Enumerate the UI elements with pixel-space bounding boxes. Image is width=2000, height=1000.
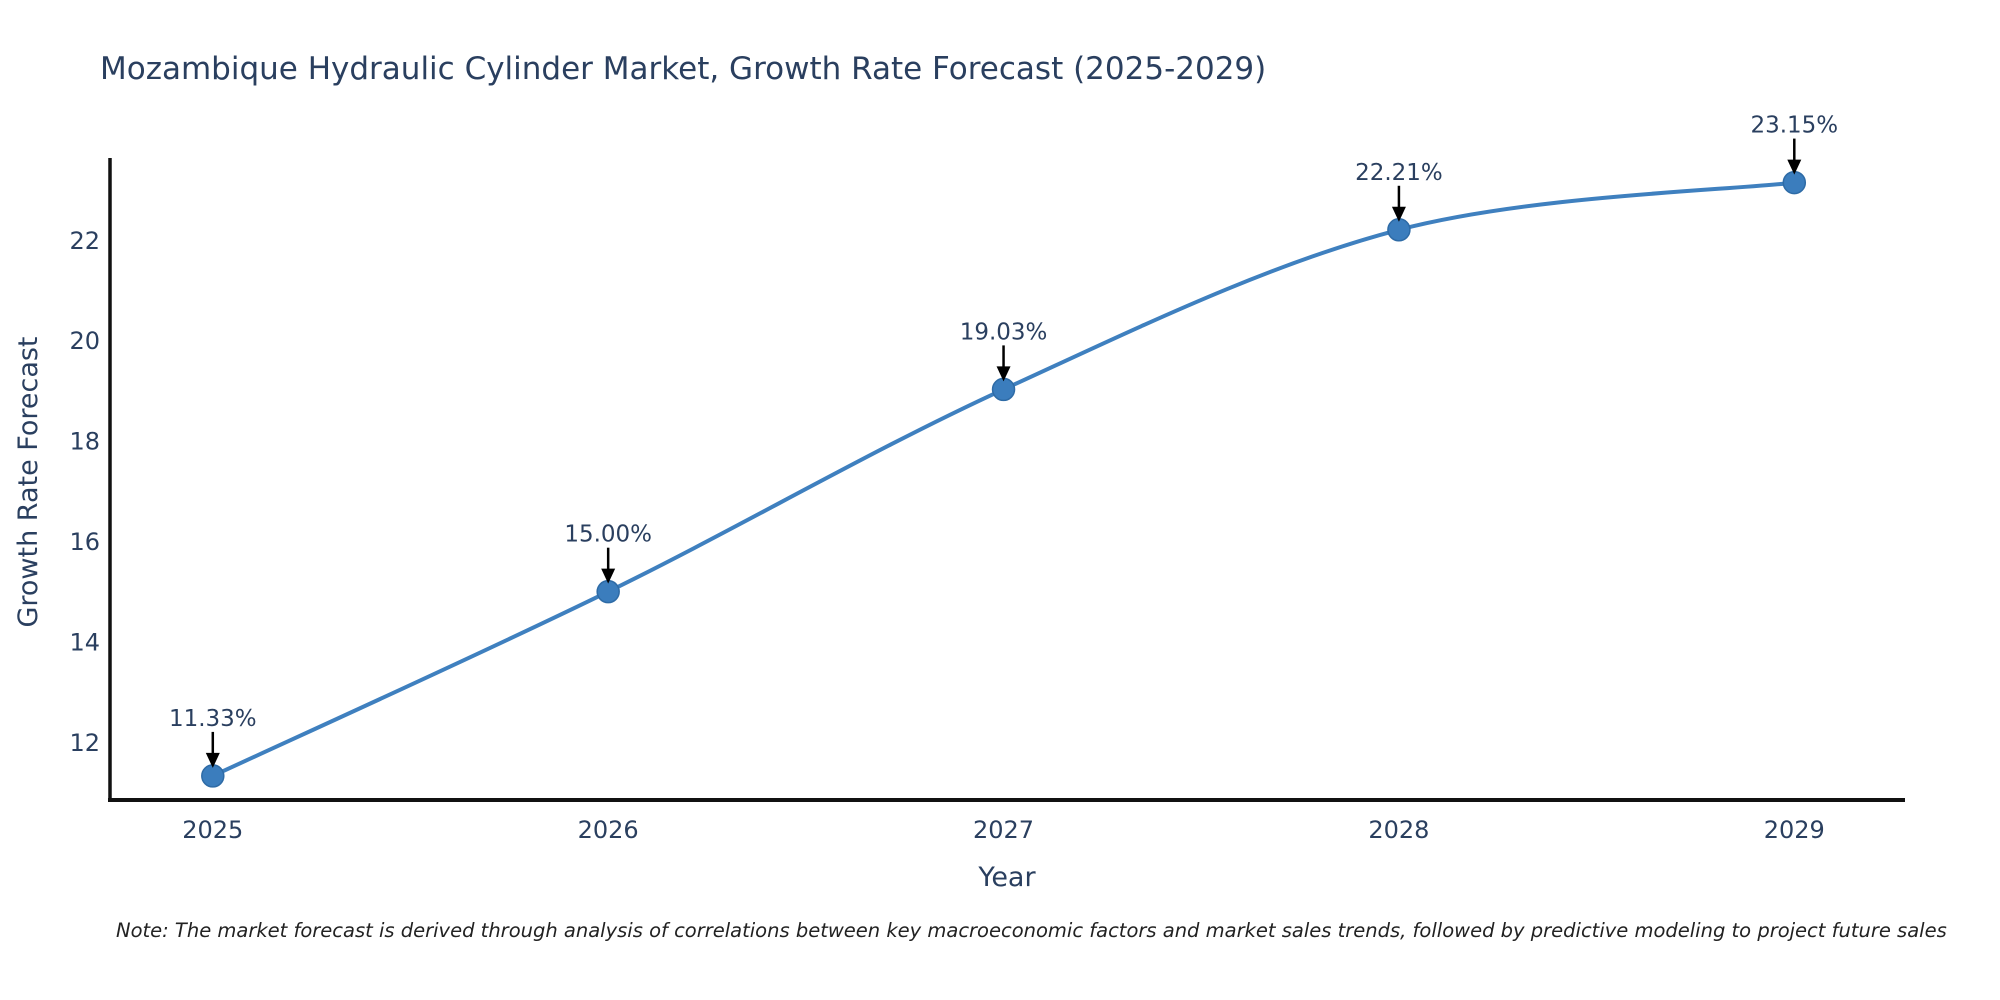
annotation-arrow-head bbox=[601, 568, 616, 584]
chart-title: Mozambique Hydraulic Cylinder Market, Gr… bbox=[100, 51, 1267, 87]
annotation-arrow-head bbox=[996, 366, 1011, 382]
point-annotation-label: 23.15% bbox=[1750, 113, 1838, 139]
point-annotation-label: 11.33% bbox=[169, 706, 257, 732]
y-tick-label: 14 bbox=[69, 628, 100, 656]
y-tick-label: 22 bbox=[69, 227, 100, 255]
x-axis-title: Year bbox=[978, 862, 1036, 893]
annotation-arrow-head bbox=[1391, 206, 1406, 222]
data-point[interactable] bbox=[1387, 218, 1411, 242]
annotation-arrow-head bbox=[205, 752, 220, 768]
x-tick-label: 2028 bbox=[1368, 816, 1429, 844]
x-tick-label: 2026 bbox=[578, 816, 639, 844]
y-tick-label: 16 bbox=[69, 528, 100, 556]
data-point[interactable] bbox=[1782, 170, 1807, 195]
point-annotation-label: 22.21% bbox=[1355, 160, 1443, 186]
series-line bbox=[210, 180, 1797, 778]
x-tick-label: 2027 bbox=[973, 816, 1034, 844]
point-annotation-label: 19.03% bbox=[960, 319, 1048, 345]
x-tick-label: 2029 bbox=[1764, 816, 1825, 844]
y-tick-label: 12 bbox=[69, 729, 100, 757]
data-point[interactable] bbox=[596, 579, 620, 604]
annotation-arrow-head bbox=[1787, 159, 1802, 175]
point-annotation-label: 15.00% bbox=[564, 522, 652, 548]
x-tick-label: 2025 bbox=[182, 816, 243, 844]
y-tick-label: 20 bbox=[69, 327, 100, 355]
footnote: Note: The market forecast is derived thr… bbox=[116, 919, 1947, 942]
data-point[interactable] bbox=[991, 377, 1016, 402]
data-point[interactable] bbox=[201, 764, 225, 788]
y-tick-label: 18 bbox=[69, 428, 100, 456]
